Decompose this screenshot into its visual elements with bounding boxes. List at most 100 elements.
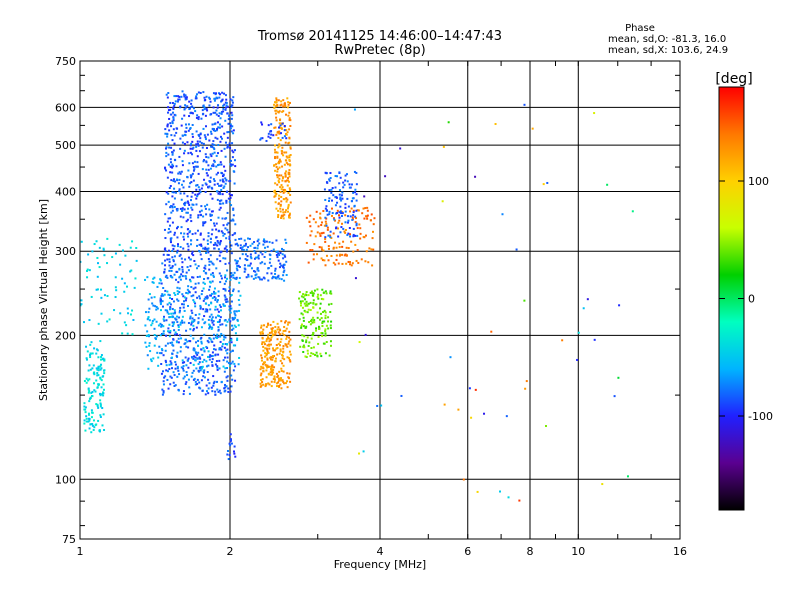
data-point <box>259 138 262 141</box>
data-point <box>227 390 230 393</box>
data-point <box>283 269 286 272</box>
data-point <box>204 125 207 128</box>
data-point <box>204 221 207 224</box>
data-point <box>213 183 216 186</box>
data-point <box>223 92 226 95</box>
data-point <box>325 292 328 295</box>
data-point <box>238 356 241 359</box>
data-point <box>166 135 169 138</box>
data-point <box>106 237 109 240</box>
data-point <box>165 169 168 172</box>
data-point <box>308 220 311 223</box>
data-point <box>274 151 277 154</box>
data-point <box>348 227 351 230</box>
data-point <box>194 356 197 359</box>
data-point <box>224 227 227 230</box>
data-point <box>216 299 219 302</box>
data-point <box>228 442 231 445</box>
data-point <box>215 228 218 231</box>
data-point <box>283 102 286 105</box>
data-point <box>226 360 229 363</box>
data-point <box>202 370 205 373</box>
data-point <box>222 304 225 307</box>
data-point <box>174 360 177 363</box>
data-point <box>332 194 335 197</box>
data-point <box>103 294 106 297</box>
data-point <box>277 179 280 182</box>
data-point <box>167 106 170 109</box>
data-point <box>167 387 170 390</box>
data-point <box>208 208 211 211</box>
data-point <box>302 316 305 319</box>
data-point <box>265 353 268 356</box>
data-point <box>108 318 111 321</box>
data-point <box>195 184 198 187</box>
data-point <box>187 366 190 369</box>
data-point <box>210 355 213 358</box>
data-point <box>208 327 211 330</box>
data-point <box>162 318 165 321</box>
data-point <box>311 292 314 295</box>
data-point <box>329 340 332 343</box>
data-point <box>259 382 262 385</box>
data-point <box>169 306 172 309</box>
data-point <box>165 155 168 158</box>
data-point <box>273 148 276 151</box>
data-point <box>218 202 221 205</box>
data-point <box>179 321 182 324</box>
data-point <box>281 253 284 256</box>
data-point <box>166 253 169 256</box>
data-point <box>102 391 105 394</box>
data-point <box>284 175 287 178</box>
data-point <box>160 298 163 301</box>
data-point <box>83 422 86 425</box>
data-point <box>217 310 220 313</box>
data-point <box>278 110 281 113</box>
data-point <box>160 325 163 328</box>
data-point <box>155 320 158 323</box>
data-point <box>274 101 277 104</box>
data-point <box>275 385 278 388</box>
data-point <box>230 163 233 166</box>
data-point <box>219 392 222 395</box>
data-point <box>211 228 214 231</box>
data-point <box>208 268 211 271</box>
data-point <box>230 111 233 114</box>
data-point <box>268 344 271 347</box>
data-point <box>228 200 231 203</box>
data-point <box>286 106 289 109</box>
data-point <box>185 297 188 300</box>
data-point <box>364 260 367 263</box>
data-point <box>325 324 328 327</box>
data-point <box>593 112 596 115</box>
data-point <box>274 329 277 332</box>
data-point <box>501 213 504 216</box>
data-point <box>84 406 87 409</box>
data-point <box>190 206 193 209</box>
data-point <box>228 318 231 321</box>
data-point <box>274 331 277 334</box>
data-point <box>167 254 170 257</box>
data-point <box>186 374 189 377</box>
data-point <box>226 367 229 370</box>
data-point <box>329 230 332 233</box>
data-point <box>178 268 181 271</box>
data-point <box>226 249 229 252</box>
data-point <box>236 269 239 272</box>
data-point <box>265 325 268 328</box>
data-point <box>223 370 226 373</box>
data-point <box>205 365 208 368</box>
data-point <box>338 246 341 249</box>
data-point <box>176 341 179 344</box>
data-point <box>285 343 288 346</box>
data-point <box>346 221 349 224</box>
data-point <box>164 132 167 135</box>
data-point <box>207 304 210 307</box>
data-point <box>274 155 277 158</box>
data-point <box>214 129 217 132</box>
data-point <box>146 318 149 321</box>
data-point <box>230 194 233 197</box>
data-point <box>186 200 189 203</box>
data-point <box>170 113 173 116</box>
data-point <box>376 404 379 407</box>
